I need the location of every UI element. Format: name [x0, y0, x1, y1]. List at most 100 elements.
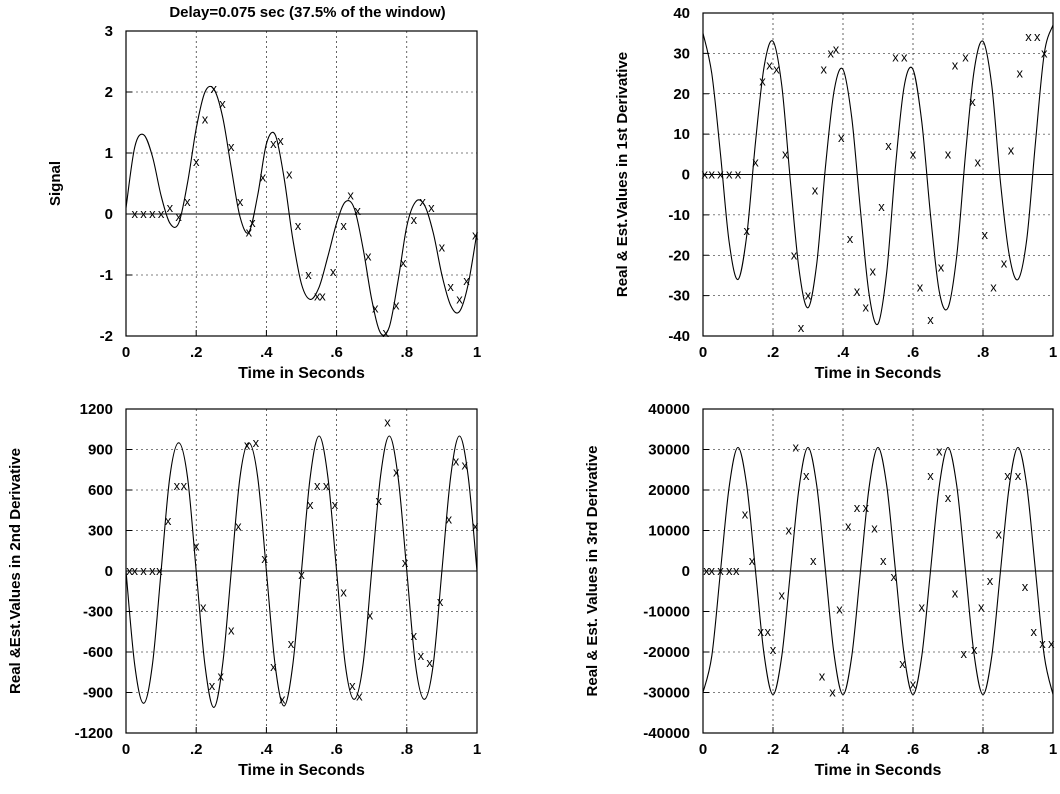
y-tick-label: 0: [105, 206, 113, 223]
estimate-marker: x: [952, 57, 959, 72]
estimate-marker: x: [349, 678, 356, 693]
estimate-marker: x: [384, 415, 391, 430]
estimate-marker: x: [733, 563, 740, 578]
estimate-marker: x: [812, 183, 819, 198]
estimate-marker: x: [901, 49, 908, 64]
estimate-marker: x: [437, 594, 444, 609]
estimate-marker: x: [952, 585, 959, 600]
estimate-marker: x: [402, 555, 409, 570]
estimate-marker: x: [261, 551, 268, 566]
estimate-marker: x: [393, 464, 400, 479]
estimate-marker: x: [307, 497, 314, 512]
estimate-marker: x: [854, 500, 861, 515]
x-tick-label: 0: [122, 344, 130, 361]
estimate-marker: x: [184, 194, 191, 209]
estimate-marker: x: [219, 96, 226, 111]
estimate-marker: x: [1004, 468, 1011, 483]
estimate-marker: x: [798, 320, 805, 335]
estimate-marker: x: [709, 563, 716, 578]
y-tick-label: 0: [682, 167, 690, 184]
estimate-marker: x: [803, 468, 810, 483]
estimate-marker: x: [202, 111, 209, 126]
estimate-marker: x: [472, 227, 479, 242]
y-tick-label: -1200: [75, 725, 113, 742]
real-value-curve: [126, 85, 477, 336]
estimate-marker: x: [253, 435, 260, 450]
estimate-marker: x: [288, 636, 295, 651]
estimate-marker: x: [717, 563, 724, 578]
estimate-marker: x: [987, 573, 994, 588]
estimate-marker: x: [891, 569, 898, 584]
y-tick-label: -40000: [643, 725, 690, 742]
estimate-marker: x: [228, 139, 235, 154]
estimate-marker: x: [990, 280, 997, 295]
estimate-marker: x: [211, 81, 218, 96]
estimate-marker: x: [270, 659, 277, 674]
y-tick-label: 30000: [648, 442, 690, 459]
estimate-marker: x: [910, 676, 917, 691]
y-axis-label: Signal: [47, 161, 64, 206]
estimate-marker: x: [314, 478, 321, 493]
estimate-marker: x: [945, 490, 952, 505]
estimate-marker: x: [149, 563, 156, 578]
x-axis-label: Time in Seconds: [815, 762, 942, 779]
estimate-marker: x: [836, 601, 843, 616]
estimate-marker: x: [323, 478, 330, 493]
y-tick-label: 10000: [648, 523, 690, 540]
estimate-marker: x: [418, 648, 425, 663]
estimate-marker: x: [1031, 624, 1038, 639]
estimate-marker: x: [126, 563, 133, 578]
x-tick-label: .8: [401, 741, 414, 758]
estimate-marker: x: [1041, 45, 1048, 60]
panel-third-derivative: 0 .2 .4 .6 .8 1 -40000 -30000 -20000 -10000 0 10000…: [584, 401, 1057, 779]
estimate-marker: x: [962, 49, 969, 64]
estimate-marker: x: [752, 154, 759, 169]
y-tick-label: 0: [682, 563, 690, 580]
estimate-marker: x: [782, 146, 789, 161]
y-tick-label: -1: [100, 267, 113, 284]
y-tick-label: 0: [105, 563, 113, 580]
estimate-marker: x: [726, 167, 733, 182]
estimate-marker: x: [228, 622, 235, 637]
real-value-curve: [703, 24, 1053, 326]
estimate-marker: x: [899, 656, 906, 671]
estimate-marker: x: [140, 206, 147, 221]
x-tick-label: .6: [330, 741, 343, 758]
estimate-marker: x: [193, 154, 200, 169]
estimate-marker: x: [298, 567, 305, 582]
x-tick-label: .8: [401, 344, 414, 361]
estimate-marker: x: [400, 255, 407, 270]
y-tick-label: 3: [105, 23, 113, 40]
estimate-marker: x: [847, 231, 854, 246]
estimate-marker: x: [1008, 142, 1015, 157]
estimate-marker: x: [828, 45, 835, 60]
estimate-marker: x: [819, 668, 826, 683]
panel-signal: 0 .2 .4 .6 .8 1 -2 -1 0 1 2 3 Time in Seconds Signal D…: [47, 4, 481, 382]
estimate-marker: x: [1025, 29, 1032, 44]
estimate-marker: x: [758, 624, 765, 639]
estimate-marker: x: [439, 240, 446, 255]
real-value-curve: [703, 446, 1053, 696]
y-tick-label: 900: [88, 442, 113, 459]
estimate-marker: x: [428, 200, 435, 215]
estimate-marker: x: [702, 167, 709, 182]
x-tick-label: 1: [1049, 344, 1057, 361]
estimate-marker: x: [356, 689, 363, 704]
x-tick-label: .2: [767, 741, 780, 758]
x-tick-label: .4: [260, 344, 273, 361]
estimate-marker: x: [375, 493, 382, 508]
estimate-marker: x: [354, 203, 361, 218]
estimate-marker: x: [463, 273, 470, 288]
estimate-marker: x: [295, 218, 302, 233]
estimate-marker: x: [1048, 636, 1055, 651]
estimate-marker: x: [167, 200, 174, 215]
estimate-marker: x: [244, 437, 251, 452]
x-axis-label: Time in Seconds: [238, 762, 365, 779]
estimate-marker: x: [910, 146, 917, 161]
estimate-marker: x: [419, 194, 426, 209]
x-tick-label: .6: [907, 344, 920, 361]
y-tick-label: -20000: [643, 644, 690, 661]
estimate-marker: x: [969, 94, 976, 109]
y-tick-label: -300: [83, 604, 113, 621]
